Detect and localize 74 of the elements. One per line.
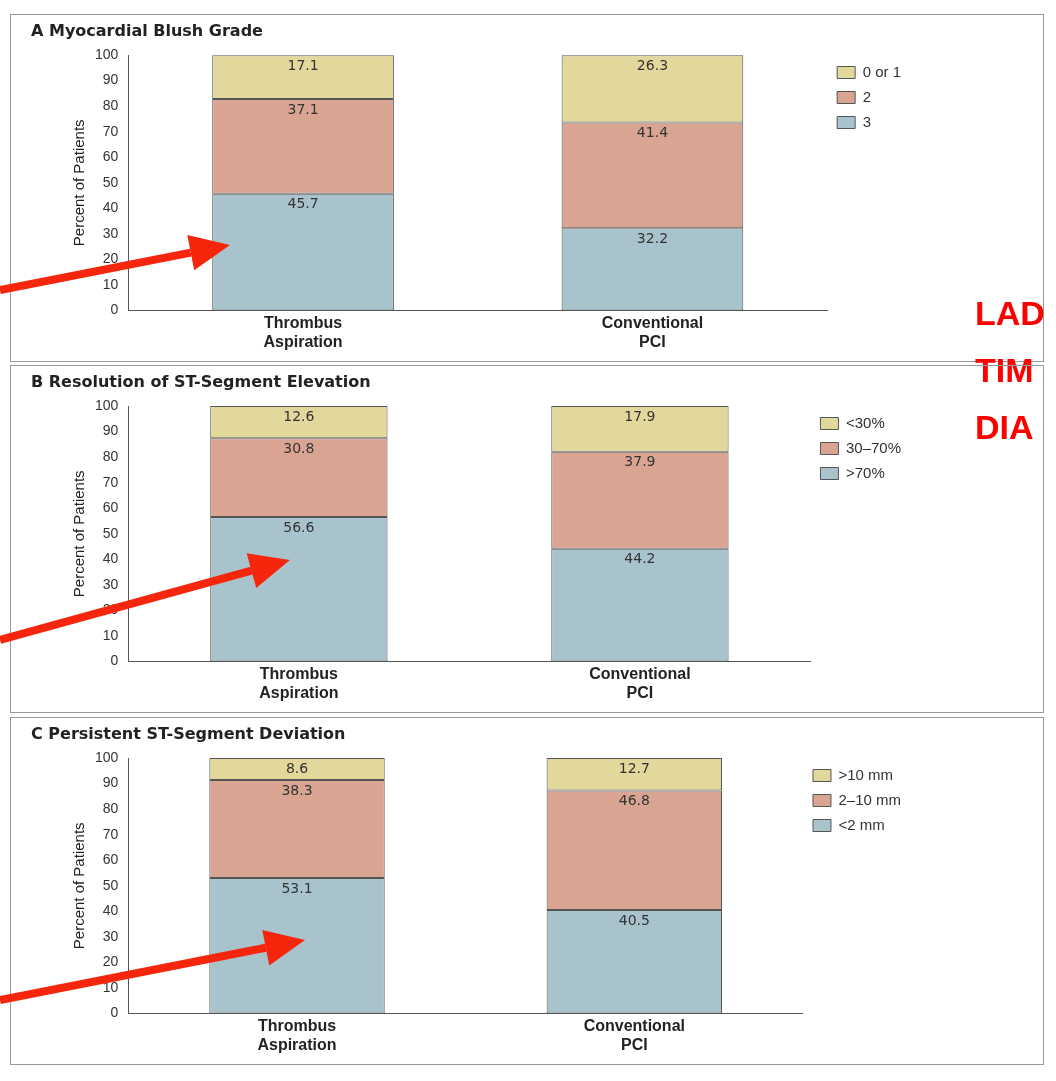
data-label: 32.2 (636, 229, 669, 246)
y-tick-label: 30 (102, 575, 119, 592)
y-tick-label: 0 (110, 652, 119, 669)
y-axis-title: Percent of Patients (70, 119, 88, 247)
text: TIM (975, 350, 1035, 391)
y-tick-label: 50 (102, 524, 119, 541)
y-tick-label: 20 (102, 953, 119, 970)
data-label: 8.6 (285, 759, 309, 776)
x-tick-label: Conventional PCI (583, 1016, 685, 1053)
y-tick-label: 40 (102, 550, 119, 567)
y-tick-label: 100 (95, 45, 119, 62)
x-tick-label: Conventional PCI (589, 664, 691, 701)
data-label: 53.1 (281, 879, 313, 896)
y-tick-label: 50 (102, 876, 119, 893)
legend-label: <2 mm (838, 815, 885, 833)
y-tick-label: 70 (102, 122, 119, 139)
y-tick-label: 30 (102, 927, 119, 944)
legend-label: >70% (845, 463, 885, 481)
y-tick-label: 20 (102, 250, 119, 267)
data-label: 56.6 (283, 518, 315, 535)
data-label: 41.4 (636, 124, 669, 141)
y-tick-label: 70 (102, 825, 119, 842)
y-tick-label: 0 (110, 301, 119, 318)
legend-label: 0 or 1 (862, 62, 901, 80)
data-label: 38.3 (281, 781, 313, 798)
y-tick-label: 90 (102, 774, 119, 791)
x-tick-label: Conventional PCI (601, 313, 704, 350)
y-tick-label: 10 (102, 978, 119, 995)
legend-label: 2 (862, 87, 871, 105)
x-tick-label: Thrombus Aspiration (257, 1016, 337, 1053)
y-tick-label: 60 (102, 851, 119, 868)
y-tick-label: 40 (102, 199, 119, 216)
data-label: 45.7 (287, 195, 319, 212)
y-tick-label: 80 (102, 96, 119, 113)
y-tick-label: 10 (102, 275, 119, 292)
data-label: 40.5 (618, 911, 650, 928)
chart-title: C Persistent ST-Segment Deviation (31, 724, 346, 743)
data-label: 44.2 (624, 550, 656, 567)
y-tick-label: 70 (102, 473, 119, 490)
y-tick-label: 0 (110, 1004, 119, 1021)
data-label: 37.1 (287, 100, 319, 117)
y-tick-label: 100 (95, 748, 119, 765)
y-tick-label: 80 (102, 799, 119, 816)
data-label: 12.6 (283, 407, 315, 424)
text: LAD (975, 293, 1045, 334)
data-label: 17.1 (287, 56, 319, 73)
text: DIA (975, 407, 1035, 448)
legend-label: >10 mm (838, 765, 894, 783)
data-label: 26.3 (636, 56, 669, 73)
data-label: 46.8 (618, 792, 650, 809)
x-tick-label: Thrombus Aspiration (263, 313, 343, 350)
data-label: 37.9 (624, 453, 656, 470)
y-tick-label: 40 (102, 902, 119, 919)
x-tick-label: Thrombus Aspiration (259, 664, 339, 701)
y-tick-label: 10 (102, 626, 119, 643)
data-label: 30.8 (283, 439, 315, 456)
y-tick-label: 90 (102, 422, 119, 439)
y-tick-label: 60 (102, 148, 119, 165)
y-axis-title: Percent of Patients (70, 470, 88, 598)
legend-label: <30% (845, 413, 885, 431)
y-tick-label: 80 (102, 447, 119, 464)
y-axis-title: Percent of Patients (70, 822, 88, 950)
data-label: 12.7 (618, 759, 650, 776)
y-tick-label: 100 (95, 396, 119, 413)
legend-label: 2–10 mm (838, 790, 901, 808)
y-tick-label: 50 (102, 173, 119, 190)
y-tick-label: 60 (102, 499, 119, 516)
chart-title: B Resolution of ST-Segment Elevation (31, 372, 371, 391)
y-tick-label: 30 (102, 224, 119, 241)
data-label: 17.9 (624, 407, 656, 424)
chart-title: A Myocardial Blush Grade (31, 21, 263, 40)
legend-label: 30–70% (845, 438, 902, 456)
y-tick-label: 90 (102, 71, 119, 88)
legend-label: 3 (862, 112, 871, 130)
